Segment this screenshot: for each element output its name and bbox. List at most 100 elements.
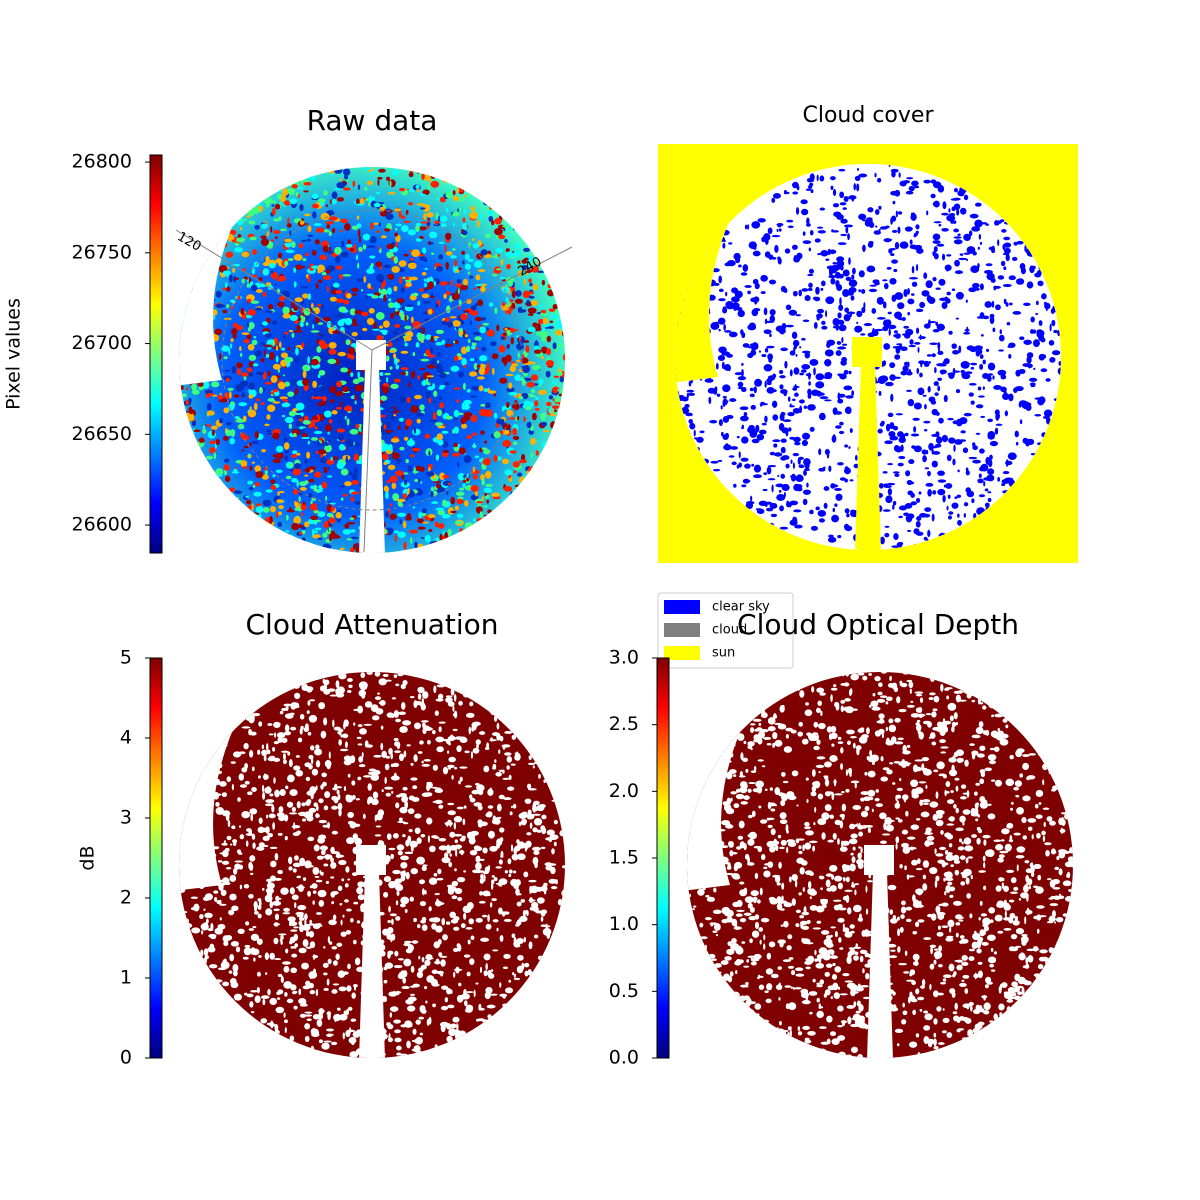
texture-blob <box>435 303 439 308</box>
texture-blob <box>458 371 464 378</box>
texture-blob <box>712 468 721 472</box>
texture-blob <box>289 1035 295 1042</box>
texture-blob <box>971 498 975 504</box>
texture-blob <box>430 490 434 498</box>
texture-blob <box>328 246 332 252</box>
texture-blob <box>907 288 910 295</box>
texture-blob <box>429 845 436 853</box>
texture-blob <box>349 354 355 360</box>
texture-blob <box>383 461 388 466</box>
texture-blob <box>496 803 502 812</box>
texture-blob <box>469 834 476 841</box>
texture-blob <box>449 853 452 857</box>
texture-blob <box>919 301 926 308</box>
texture-blob <box>307 836 315 842</box>
texture-blob <box>318 1039 324 1044</box>
texture-blob <box>395 234 401 243</box>
texture-blob <box>538 384 542 387</box>
texture-blob <box>471 469 480 475</box>
texture-blob <box>839 297 842 306</box>
texture-blob <box>901 333 911 336</box>
texture-blob <box>397 850 403 856</box>
texture-blob <box>297 737 303 743</box>
texture-blob <box>386 176 391 182</box>
texture-blob <box>466 389 471 393</box>
texture-blob <box>893 532 899 541</box>
texture-blob <box>353 722 356 726</box>
texture-blob <box>354 984 357 991</box>
texture-blob <box>844 478 848 483</box>
texture-blob <box>247 453 252 459</box>
texture-blob <box>402 834 406 838</box>
texture-blob <box>254 307 263 311</box>
texture-blob <box>484 253 492 259</box>
texture-blob <box>426 783 430 792</box>
texture-blob <box>435 212 439 220</box>
texture-blob <box>248 486 254 491</box>
texture-blob <box>445 290 451 296</box>
texture-blob <box>405 948 413 954</box>
texture-blob <box>250 933 260 941</box>
texture-blob <box>925 449 929 455</box>
texture-blob <box>468 189 474 197</box>
texture-blob <box>273 937 279 945</box>
texture-blob <box>415 237 423 242</box>
texture-blob <box>522 290 531 299</box>
texture-blob <box>214 328 222 336</box>
texture-blob <box>927 529 931 538</box>
texture-blob <box>264 197 273 205</box>
texture-blob <box>799 372 804 376</box>
texture-blob <box>889 277 897 285</box>
texture-blob <box>336 181 346 189</box>
texture-blob <box>819 175 825 182</box>
texture-blob <box>421 956 425 963</box>
texture-blob <box>458 305 461 310</box>
texture-blob <box>217 923 226 930</box>
texture-blob <box>446 208 449 213</box>
texture-blob <box>478 385 484 392</box>
texture-blob <box>922 394 927 397</box>
texture-blob <box>290 726 297 731</box>
texture-blob <box>510 361 515 364</box>
texture-blob <box>421 697 424 705</box>
texture-blob <box>336 461 345 470</box>
texture-blob <box>460 346 468 355</box>
texture-blob <box>716 393 721 397</box>
texture-blob <box>1002 283 1012 288</box>
texture-blob <box>478 1003 482 1011</box>
texture-blob <box>316 346 322 353</box>
texture-blob <box>421 924 428 931</box>
texture-blob <box>936 323 945 331</box>
texture-blob <box>909 276 918 280</box>
texture-blob <box>324 444 332 453</box>
texture-blob <box>275 345 279 351</box>
texture-blob <box>954 270 964 275</box>
texture-blob <box>479 326 487 334</box>
texture-blob <box>338 306 347 313</box>
texture-blob <box>1037 280 1044 287</box>
sky-image <box>179 672 565 1058</box>
texture-blob <box>425 377 429 386</box>
texture-blob <box>945 482 953 489</box>
texture-blob <box>226 270 229 278</box>
texture-blob <box>873 230 882 235</box>
texture-blob <box>337 363 346 368</box>
texture-blob <box>385 429 393 433</box>
texture-blob <box>388 298 392 302</box>
texture-blob <box>383 264 391 269</box>
texture-blob <box>765 320 773 324</box>
texture-blob <box>381 750 387 759</box>
texture-blob <box>882 279 888 282</box>
texture-blob <box>270 1020 274 1029</box>
texture-blob <box>815 506 820 511</box>
texture-blob <box>842 289 850 298</box>
texture-blob <box>232 267 236 273</box>
texture-blob <box>530 299 539 306</box>
texture-blob <box>248 322 255 330</box>
texture-blob <box>734 372 744 376</box>
texture-blob <box>471 722 479 728</box>
texture-blob <box>401 985 410 990</box>
texture-blob <box>1030 316 1035 323</box>
texture-blob <box>486 893 491 897</box>
texture-blob <box>345 794 351 800</box>
